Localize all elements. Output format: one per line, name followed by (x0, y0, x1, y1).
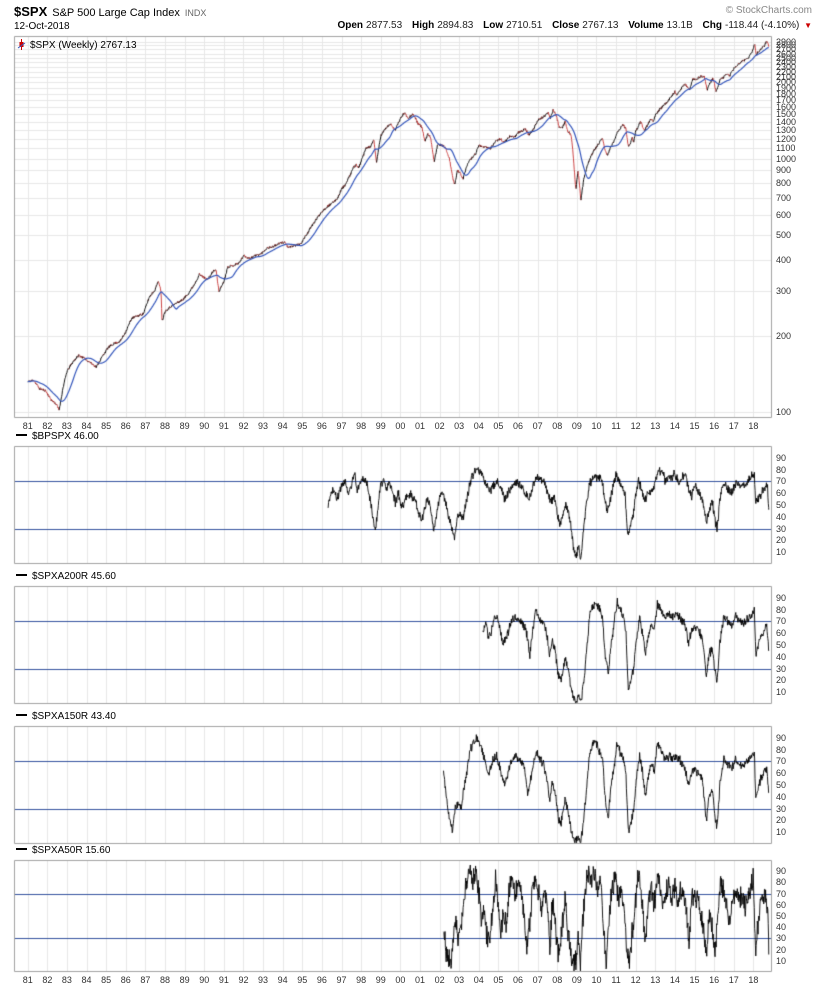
indicator-legend-bpspx: $BPSPX 46.00 (16, 431, 99, 442)
candlestick-icon (17, 39, 26, 50)
bpspx-legend-text: $BPSPX 46.00 (32, 431, 99, 442)
spxa50r-legend-text: $SPXA50R 15.60 (32, 845, 111, 856)
exchange-tag: INDX (184, 8, 207, 18)
symbol: $SPX (14, 4, 48, 19)
line-swatch-icon (16, 848, 27, 850)
high-value: 2894.83 (437, 20, 474, 31)
low-value: 2710.51 (506, 20, 543, 31)
spxa200r-legend-text: $SPXA200R 45.60 (32, 571, 116, 582)
open-label: Open (337, 20, 364, 31)
close-value: 2767.13 (582, 20, 619, 31)
change-down-triangle-icon: ▼ (804, 21, 812, 30)
volume-label: Volume (628, 20, 664, 31)
copyright-text: © StockCharts.com (725, 5, 812, 16)
chart-title: $SPX S&P 500 Large Cap Index INDX (14, 3, 206, 21)
volume-value: 13.1B (666, 20, 693, 31)
indicator-legend-spxa50r: $SPXA50R 15.60 (16, 845, 110, 856)
low-label: Low (483, 20, 504, 31)
chg-label: Chg (702, 20, 722, 31)
index-name: S&P 500 Large Cap Index (52, 7, 180, 19)
open-value: 2877.53 (366, 20, 403, 31)
line-swatch-icon (16, 434, 27, 436)
chg-value: -118.44 (-4.10%) (725, 20, 800, 31)
main-legend-text: $SPX (Weekly) 2767.13 (30, 40, 137, 51)
indicator-legend-spxa150r: $SPXA150R 43.40 (16, 711, 116, 722)
chart-date: 12-Oct-2018 (14, 21, 70, 32)
line-swatch-icon (16, 574, 27, 576)
main-series-legend: $SPX (Weekly) 2767.13 (17, 39, 137, 51)
close-label: Close (552, 20, 580, 31)
line-swatch-icon (16, 714, 27, 716)
quote-line: Open 2877.53 High 2894.83 Low 2710.51 Close… (330, 20, 812, 31)
spxa150r-legend-text: $SPXA150R 43.40 (32, 711, 116, 722)
indicator-legend-spxa200r: $SPXA200R 45.60 (16, 571, 116, 582)
high-label: High (411, 20, 435, 31)
